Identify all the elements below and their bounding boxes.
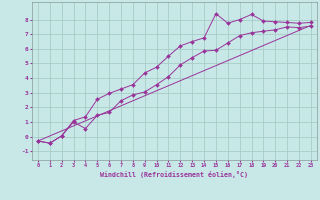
X-axis label: Windchill (Refroidissement éolien,°C): Windchill (Refroidissement éolien,°C) <box>100 171 248 178</box>
